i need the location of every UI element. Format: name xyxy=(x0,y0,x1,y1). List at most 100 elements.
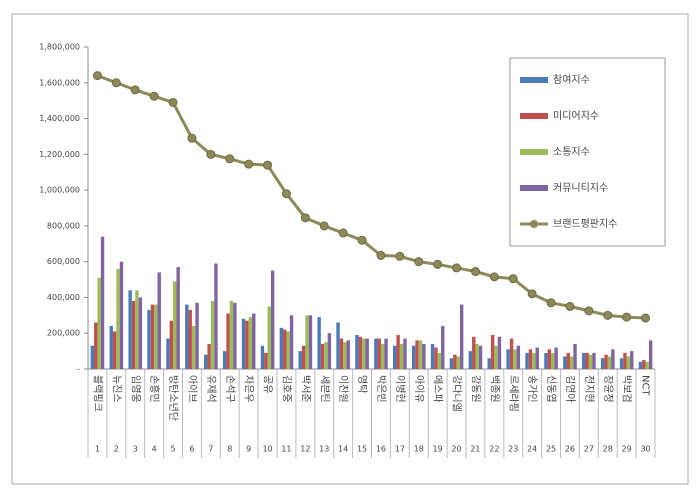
y-tick-label: 1,800,000 xyxy=(39,43,80,52)
rank-label: 13 xyxy=(319,445,329,454)
bar xyxy=(566,352,570,369)
bar xyxy=(100,236,105,369)
x-tick-label: 백종원 xyxy=(488,375,500,403)
legend-swatch xyxy=(520,113,548,119)
line-marker xyxy=(433,259,443,269)
line-marker xyxy=(281,189,291,199)
rank-label: 27 xyxy=(584,445,594,454)
bar xyxy=(399,343,404,369)
line-marker xyxy=(565,301,575,311)
bar xyxy=(320,343,325,369)
bar xyxy=(346,340,350,369)
bar xyxy=(645,361,649,369)
bar xyxy=(490,335,495,369)
bar xyxy=(343,342,347,369)
line-marker xyxy=(168,97,178,107)
rank-label: 12 xyxy=(300,445,310,454)
x-tick-label: 이병헌 xyxy=(394,375,406,403)
line-marker xyxy=(319,221,329,231)
bar xyxy=(298,351,302,369)
x-tick-label: 차은우 xyxy=(243,375,255,403)
x-tick-label: 김연아 xyxy=(564,375,576,403)
bar xyxy=(286,331,290,369)
bar xyxy=(418,340,423,369)
bar xyxy=(630,351,634,369)
x-tick-label: 세븐틴 xyxy=(318,375,330,403)
rank-label: 2 xyxy=(114,445,119,454)
bar xyxy=(453,354,457,369)
bar xyxy=(176,267,180,369)
rank-label: 19 xyxy=(433,445,443,454)
y-tick-label: 200,000 xyxy=(47,329,80,338)
bar xyxy=(384,338,388,369)
bar xyxy=(365,338,369,369)
rank-label: 3 xyxy=(133,445,138,454)
bar xyxy=(119,261,124,369)
legend-swatch xyxy=(530,220,538,228)
rank-label: 9 xyxy=(246,445,251,454)
bar xyxy=(173,281,177,369)
bar xyxy=(260,345,265,369)
bar xyxy=(638,361,643,369)
bar xyxy=(607,356,612,369)
line-marker xyxy=(357,235,367,245)
bar xyxy=(188,309,192,369)
rank-label: 15 xyxy=(357,445,367,454)
legend-swatch xyxy=(520,185,548,191)
x-tick-label: 에스파 xyxy=(432,375,444,403)
bar xyxy=(97,277,101,369)
x-tick-label: 임영웅 xyxy=(129,375,142,403)
bar xyxy=(468,351,473,369)
bar xyxy=(185,304,189,369)
bar xyxy=(642,360,646,369)
rank-label: 17 xyxy=(395,445,405,454)
rank-label: 6 xyxy=(189,445,194,454)
bar xyxy=(374,338,378,369)
bar xyxy=(506,349,510,369)
rank-label: 23 xyxy=(508,445,518,454)
line-marker xyxy=(470,267,480,277)
x-tick-label: 강다니엘 xyxy=(451,375,464,412)
bar xyxy=(434,347,438,369)
bar xyxy=(472,336,476,369)
bar xyxy=(478,345,483,369)
bar xyxy=(305,315,309,369)
bar xyxy=(358,336,363,369)
x-tick-label: 전지현 xyxy=(583,375,595,403)
x-tick-label: 르세라핌 xyxy=(507,375,519,412)
line-marker xyxy=(338,228,348,238)
line-marker xyxy=(622,312,632,322)
bar xyxy=(207,343,211,369)
line-marker xyxy=(149,91,159,101)
line-marker xyxy=(546,298,556,308)
rank-label: 1 xyxy=(95,445,100,454)
legend-label: 미디어지수 xyxy=(553,110,599,122)
bar xyxy=(264,352,268,369)
legend-swatch xyxy=(520,149,548,155)
bar xyxy=(327,333,332,369)
bar xyxy=(90,345,95,369)
bar xyxy=(497,336,502,369)
bar xyxy=(131,301,136,369)
line-marker xyxy=(244,159,254,169)
bar xyxy=(456,356,460,369)
rank-label: 14 xyxy=(338,445,348,454)
bar xyxy=(422,343,426,369)
x-tick-label: 손흥민 xyxy=(148,375,161,403)
bar xyxy=(204,354,208,369)
bar xyxy=(415,340,419,369)
x-tick-label: 박은빈 xyxy=(375,375,387,403)
bar xyxy=(509,338,514,369)
bar xyxy=(535,347,539,369)
bar xyxy=(138,297,143,369)
bar xyxy=(109,326,113,369)
rank-label: 28 xyxy=(603,445,613,454)
x-tick-label: 아이유 xyxy=(413,375,425,403)
bar xyxy=(150,304,155,369)
x-tick-label: 박서준 xyxy=(299,375,311,403)
bar xyxy=(585,352,589,369)
bar xyxy=(525,352,529,369)
rank-label: 25 xyxy=(546,445,556,454)
bar xyxy=(116,268,120,369)
line-marker xyxy=(187,133,197,143)
